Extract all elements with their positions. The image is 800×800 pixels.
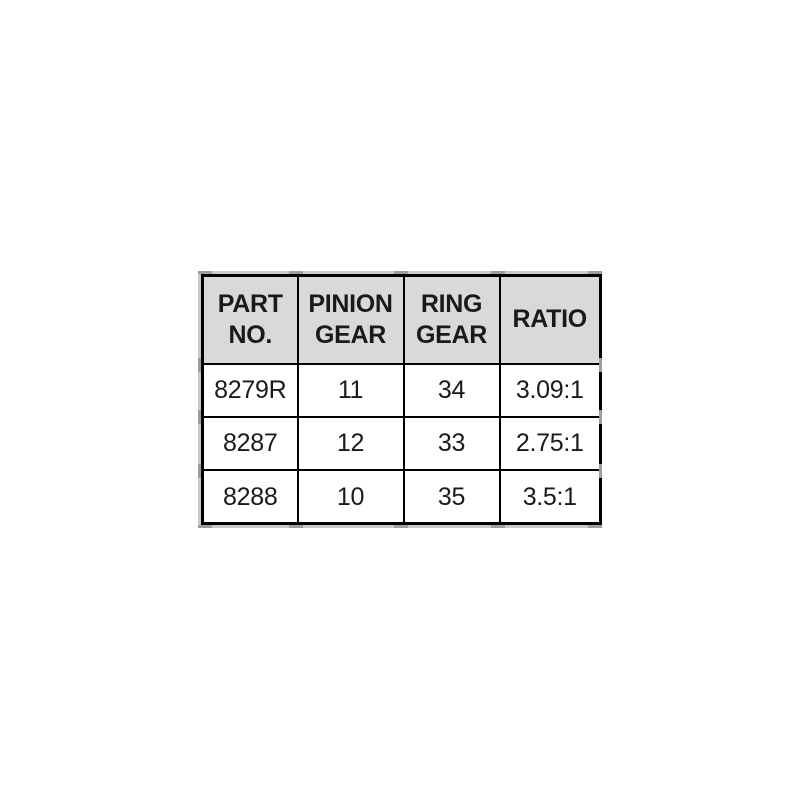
cell-ring-gear: 34 [402,362,501,418]
cell-ring-gear: 33 [402,415,501,472]
gridline-stub [289,525,303,528]
gear-ratio-table: PART NO. PINION GEAR RING GEAR RATIO [198,271,602,528]
header-cell-pinion-gear: PINION GEAR [296,274,405,365]
header-line: PINION [308,289,393,318]
gridline-stub [198,271,212,274]
gridline-stub [198,358,201,372]
cell-pinion-gear: 11 [296,362,405,418]
gridline-stub [491,525,505,528]
cell-ratio: 3.09:1 [498,362,602,418]
cell-ratio: 2.75:1 [498,415,602,472]
cell-part-no: 8287 [201,415,299,472]
cell-part-no: 8288 [201,469,299,525]
gridline-stub [491,271,505,274]
gridline-stub [588,525,602,528]
cell-part-no: 8279R [201,362,299,418]
gridline-stub [588,271,602,274]
header-line: GEAR [314,320,387,349]
cell-pinion-gear: 10 [296,469,405,525]
header-cell-part-no: PART NO. [201,274,299,365]
gridline-stub [198,410,201,424]
gridline-stub [198,464,201,478]
gridline-stub [198,525,212,528]
table-row: 8288 10 35 3.5:1 [201,469,602,525]
gear-ratio-table-grid: PART NO. PINION GEAR RING GEAR RATIO [201,274,602,525]
header-line: GEAR [415,320,488,349]
gridline-stub [394,271,408,274]
gridline-stub [394,525,408,528]
gridline-stub [599,464,602,478]
header-line: PART [217,289,283,318]
gridline-stub [599,358,602,372]
cell-ring-gear: 35 [402,469,501,525]
header-row: PART NO. PINION GEAR RING GEAR RATIO [201,274,602,365]
table-row: 8287 12 33 2.75:1 [201,415,602,472]
header-cell-ring-gear: RING GEAR [402,274,501,365]
header-line: RING [420,289,483,318]
gridline-stub [599,410,602,424]
gridline-stub [289,271,303,274]
header-line: NO. [228,320,273,349]
cell-pinion-gear: 12 [296,415,405,472]
table-row: 8279R 11 34 3.09:1 [201,362,602,418]
header-cell-ratio: RATIO [498,274,602,365]
header-line: RATIO [512,305,588,334]
cell-ratio: 3.5:1 [498,469,602,525]
